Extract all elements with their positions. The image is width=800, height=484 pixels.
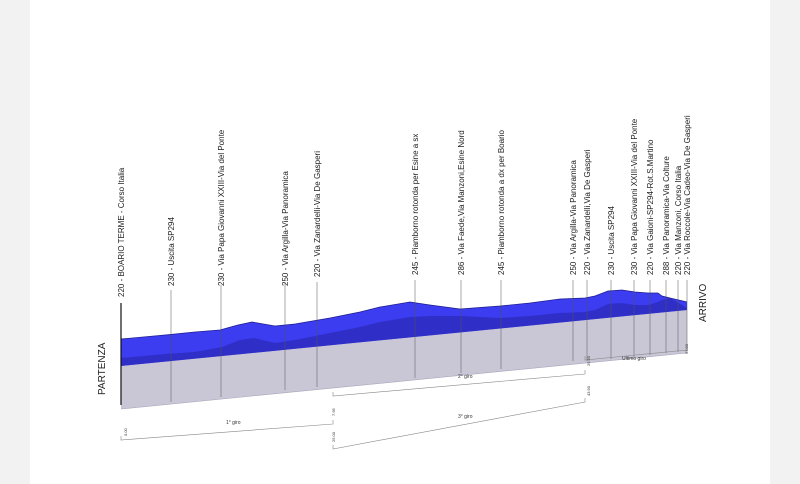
waypoint-label: 220 - Via Gaioni-SP294-Rot.S.Martino bbox=[646, 139, 655, 275]
waypoint-label: 250 - Via Argilla-Via Panoramica bbox=[569, 160, 578, 275]
km-mark-5: 53.90 bbox=[684, 343, 689, 354]
waypoint-label: 230 - Via Papa Giovanni XXIII-Via del Po… bbox=[217, 129, 226, 286]
km-mark-1: 7.95 bbox=[331, 407, 336, 416]
waypoint-label: 286 - Via Faede,Via Manzoni,Esine Nord bbox=[457, 130, 466, 275]
lap-bracket-4 bbox=[584, 346, 688, 361]
lap-label-2: 2° giro bbox=[458, 374, 473, 380]
km-mark-2: 25.00 bbox=[331, 431, 336, 442]
lap-bracket-2 bbox=[332, 370, 586, 397]
lap-label-4: Ultimo giro bbox=[622, 356, 646, 362]
elevation-profile-svg: 220 - BOARIO TERME - Corso Italia 230 - U… bbox=[97, 115, 709, 450]
profile-base bbox=[121, 310, 687, 409]
waypoint-label: 245 - Piamborno rotonda per Esine a sx bbox=[411, 134, 420, 275]
waypoint-label: 220 - Via Manzoni, Corso Italia bbox=[674, 165, 683, 275]
profile-front bbox=[121, 298, 687, 366]
km-mark-4: 43.90 bbox=[586, 385, 591, 396]
waypoint-label: 230 - Via Papa Giovanni XXIII-Via del Po… bbox=[630, 118, 639, 275]
lap-label-3: 3° giro bbox=[458, 414, 473, 420]
lap-brackets bbox=[120, 346, 688, 450]
waypoint-label: 230 - Uscita SP294 bbox=[167, 217, 176, 286]
profile-ridge-line bbox=[120, 289, 688, 340]
waypoint-label: 245 - Piamborno rotonda a dx per Boario bbox=[497, 129, 506, 275]
start-label: PARTENZA bbox=[97, 342, 108, 395]
waypoint-guides bbox=[120, 280, 688, 405]
waypoint-label: 220 - Via Roccole-Via Cadeo-Via De Gaspe… bbox=[683, 115, 692, 275]
km-mark-0: 0.00 bbox=[123, 427, 128, 436]
lap-label-1: 1° giro bbox=[226, 420, 241, 426]
waypoint-label: 220 - Via Zanardelli,Via De Gasperi bbox=[583, 149, 592, 275]
profile-base-edge bbox=[120, 352, 688, 410]
km-mark-3: 25.90 bbox=[586, 355, 591, 366]
lap-bracket-1 bbox=[120, 420, 334, 441]
waypoint-label: 250 - Via Argilla-Via Panoramica bbox=[281, 171, 290, 286]
lap-bracket-3 bbox=[332, 398, 586, 450]
waypoint-label: 220 - Via Zanardelli-Via De Gasperi bbox=[313, 151, 322, 277]
finish-label: ARRIVO bbox=[698, 283, 709, 322]
route-profile-diagram: 220 - BOARIO TERME - Corso Italia 230 - U… bbox=[30, 0, 770, 484]
waypoint-labels: 220 - BOARIO TERME - Corso Italia 230 - U… bbox=[117, 115, 692, 297]
waypoint-label: 288 - Via Panoramica-Via Colture bbox=[662, 156, 671, 275]
waypoint-label: 220 - BOARIO TERME - Corso Italia bbox=[117, 167, 126, 297]
waypoint-label: 230 - Uscita SP294 bbox=[607, 206, 616, 275]
